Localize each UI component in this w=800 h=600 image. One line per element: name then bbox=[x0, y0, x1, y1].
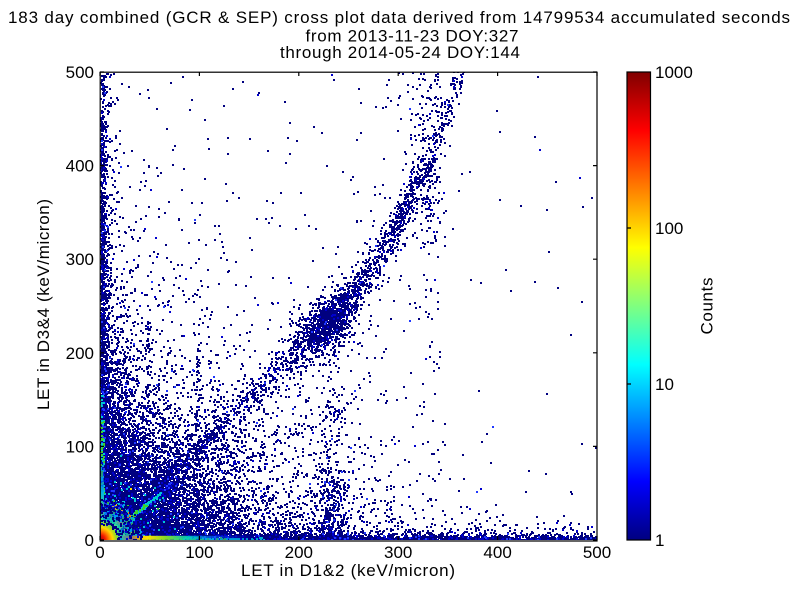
svg-text:1000: 1000 bbox=[655, 63, 693, 82]
svg-text:Counts: Counts bbox=[698, 278, 717, 335]
svg-text:100: 100 bbox=[655, 219, 683, 238]
svg-text:400: 400 bbox=[483, 543, 511, 562]
svg-text:0: 0 bbox=[85, 531, 94, 550]
svg-text:LET in D3&4 (keV/micron): LET in D3&4 (keV/micron) bbox=[34, 199, 53, 410]
svg-text:100: 100 bbox=[185, 543, 213, 562]
svg-text:LET in D1&2 (keV/micron): LET in D1&2 (keV/micron) bbox=[241, 561, 455, 580]
svg-text:through 2014-05-24 DOY:144: through 2014-05-24 DOY:144 bbox=[280, 43, 520, 62]
svg-text:500: 500 bbox=[66, 63, 94, 82]
svg-text:1: 1 bbox=[655, 531, 664, 550]
svg-text:183 day combined (GCR & SEP) c: 183 day combined (GCR & SEP) cross plot … bbox=[8, 8, 790, 27]
svg-text:500: 500 bbox=[583, 543, 611, 562]
svg-text:0: 0 bbox=[95, 543, 104, 562]
svg-text:10: 10 bbox=[655, 375, 674, 394]
svg-text:400: 400 bbox=[66, 157, 94, 176]
svg-text:300: 300 bbox=[66, 250, 94, 269]
svg-text:100: 100 bbox=[66, 437, 94, 456]
svg-text:200: 200 bbox=[66, 344, 94, 363]
svg-text:300: 300 bbox=[384, 543, 412, 562]
svg-text:200: 200 bbox=[285, 543, 313, 562]
svg-text:from 2013-11-23 DOY:327: from 2013-11-23 DOY:327 bbox=[306, 27, 519, 46]
